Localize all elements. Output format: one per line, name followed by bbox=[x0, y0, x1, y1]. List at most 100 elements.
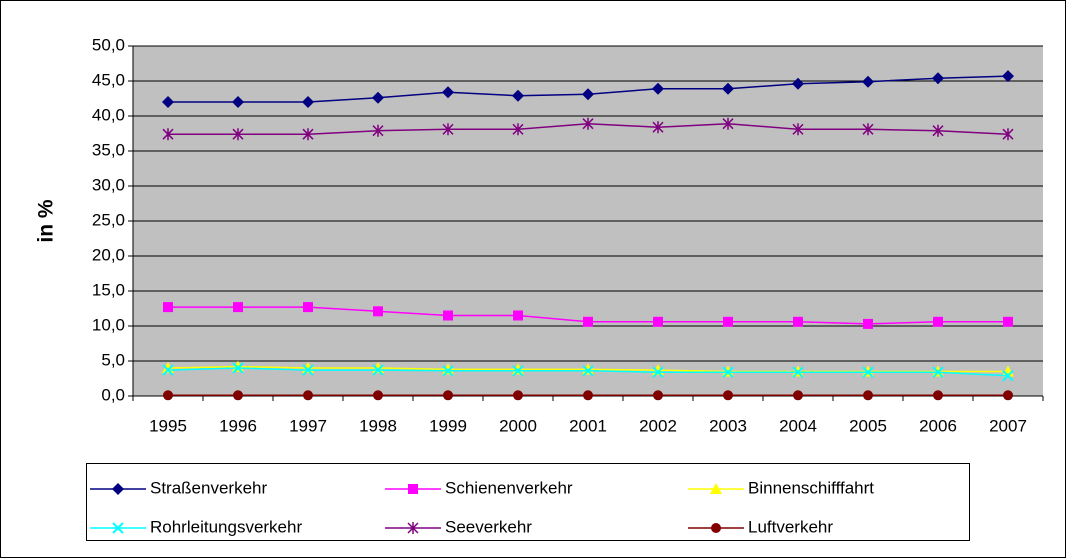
data-point bbox=[442, 363, 454, 375]
data-point bbox=[232, 360, 244, 372]
data-point bbox=[442, 123, 454, 136]
data-point bbox=[932, 124, 944, 137]
x-tick-label: 2005 bbox=[849, 416, 887, 435]
data-point bbox=[233, 390, 243, 401]
x-tick-label: 2002 bbox=[639, 416, 677, 435]
x-tick-label: 2006 bbox=[919, 416, 957, 435]
data-point bbox=[862, 123, 874, 136]
y-tick-label: 5,0 bbox=[101, 350, 125, 369]
data-point bbox=[652, 366, 664, 378]
y-tick-label: 15,0 bbox=[92, 280, 125, 299]
legend-marker bbox=[407, 522, 419, 534]
data-point bbox=[653, 390, 663, 401]
y-tick-label: 10,0 bbox=[92, 315, 125, 334]
data-point bbox=[933, 390, 943, 401]
data-point bbox=[722, 366, 734, 378]
data-point bbox=[1002, 70, 1014, 83]
data-point bbox=[583, 390, 593, 401]
data-point bbox=[1002, 369, 1014, 382]
x-tick-label: 1997 bbox=[289, 416, 327, 435]
data-point bbox=[512, 123, 524, 136]
y-tick-label: 25,0 bbox=[92, 210, 125, 229]
legend-label: Straßenverkehr bbox=[150, 478, 267, 497]
y-tick-label: 20,0 bbox=[92, 245, 125, 264]
data-point bbox=[512, 365, 524, 377]
data-point bbox=[793, 390, 803, 401]
legend-marker bbox=[408, 484, 418, 494]
data-point bbox=[652, 121, 664, 134]
y-tick-label: 30,0 bbox=[92, 175, 125, 194]
legend-marker bbox=[112, 522, 124, 534]
data-point bbox=[723, 316, 733, 327]
data-point bbox=[583, 316, 593, 327]
data-point bbox=[512, 363, 524, 375]
x-tick-label: 2001 bbox=[569, 416, 607, 435]
data-point bbox=[162, 128, 174, 141]
data-point bbox=[233, 302, 243, 313]
legend-marker bbox=[710, 483, 722, 494]
data-point bbox=[722, 82, 734, 95]
y-tick-label: 45,0 bbox=[92, 70, 125, 89]
data-point bbox=[442, 365, 454, 377]
data-point bbox=[582, 363, 594, 375]
legend-marker bbox=[711, 523, 721, 533]
data-point bbox=[863, 318, 873, 329]
data-point bbox=[372, 124, 384, 137]
x-tick-label: 2004 bbox=[779, 416, 817, 435]
data-point bbox=[373, 306, 383, 317]
data-point bbox=[302, 128, 314, 141]
x-tick-label: 1995 bbox=[149, 416, 187, 435]
data-point bbox=[652, 82, 664, 95]
y-tick-label: 0,0 bbox=[101, 385, 125, 404]
data-point bbox=[862, 75, 874, 88]
y-tick-label: 35,0 bbox=[92, 140, 125, 159]
data-point bbox=[303, 302, 313, 313]
data-point bbox=[932, 366, 944, 378]
data-point bbox=[513, 390, 523, 401]
data-point bbox=[232, 362, 244, 374]
legend-label: Binnenschifffahrt bbox=[748, 478, 874, 497]
legend-label: Rohrleitungsverkehr bbox=[150, 517, 302, 536]
data-point bbox=[582, 88, 594, 101]
data-point bbox=[443, 390, 453, 401]
data-point bbox=[1003, 316, 1013, 327]
legend-label: Schienenverkehr bbox=[445, 478, 573, 497]
data-point bbox=[863, 390, 873, 401]
data-point bbox=[792, 366, 804, 378]
x-tick-label: 1996 bbox=[219, 416, 257, 435]
x-tick-label: 2003 bbox=[709, 416, 747, 435]
data-point bbox=[582, 117, 594, 130]
data-point bbox=[653, 316, 663, 327]
data-point bbox=[372, 91, 384, 104]
legend-box bbox=[86, 463, 970, 541]
data-point bbox=[933, 316, 943, 327]
data-point bbox=[793, 316, 803, 327]
data-point bbox=[792, 77, 804, 90]
data-point bbox=[932, 72, 944, 85]
data-point bbox=[722, 117, 734, 130]
legend-label: Luftverkehr bbox=[748, 517, 833, 536]
data-point bbox=[232, 128, 244, 141]
data-point bbox=[723, 390, 733, 401]
x-tick-label: 1999 bbox=[429, 416, 467, 435]
data-point bbox=[162, 96, 174, 108]
data-point bbox=[792, 123, 804, 136]
data-point bbox=[302, 96, 314, 108]
legend-marker bbox=[112, 483, 124, 495]
data-point bbox=[232, 96, 244, 108]
data-point bbox=[862, 366, 874, 378]
data-point bbox=[302, 364, 314, 376]
data-point bbox=[442, 86, 454, 99]
legend-label: Seeverkehr bbox=[445, 517, 532, 536]
data-point bbox=[1003, 390, 1013, 401]
data-point bbox=[372, 364, 384, 376]
data-point bbox=[303, 390, 313, 401]
x-tick-label: 1998 bbox=[359, 416, 397, 435]
data-point bbox=[513, 310, 523, 321]
y-axis-label: in % bbox=[35, 199, 58, 242]
data-point bbox=[1002, 128, 1014, 141]
x-tick-label: 2000 bbox=[499, 416, 537, 435]
data-point bbox=[162, 364, 174, 376]
y-tick-label: 40,0 bbox=[92, 105, 125, 124]
